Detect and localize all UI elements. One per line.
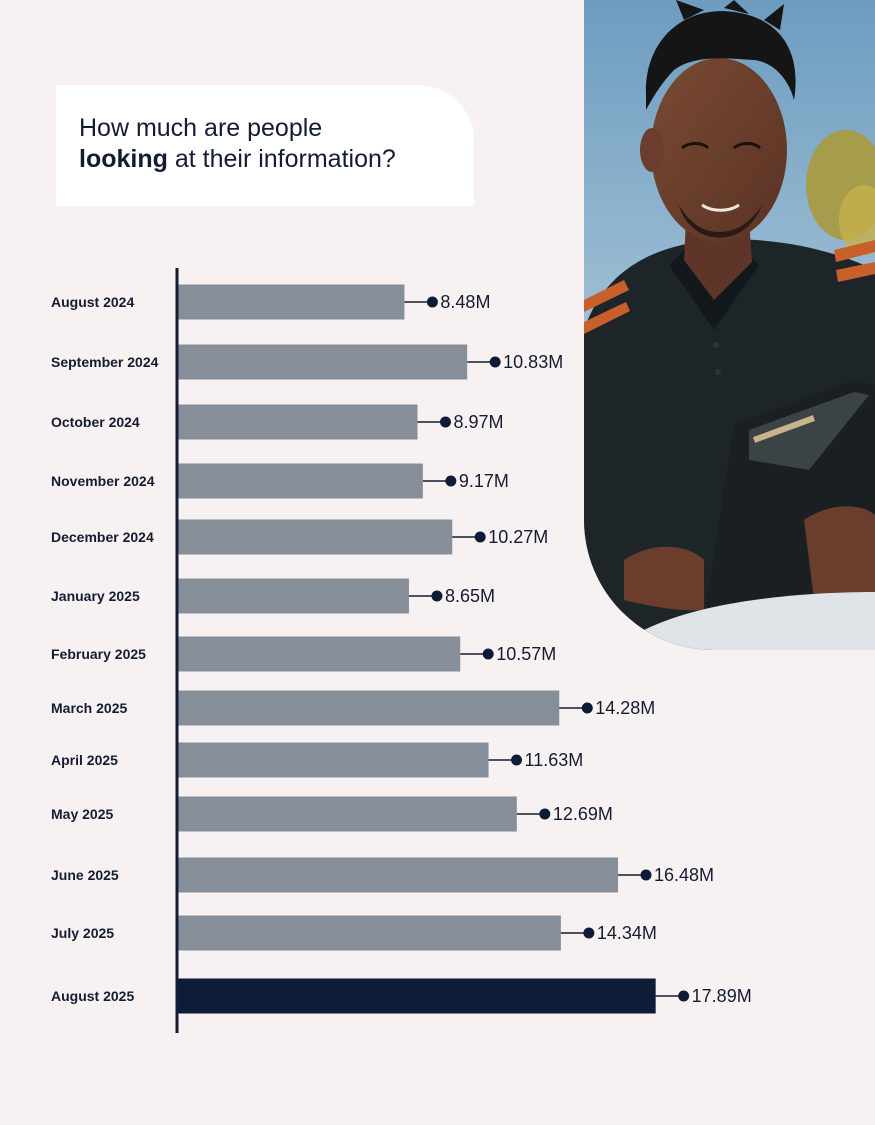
title-card: How much are people looking at their inf…	[56, 85, 474, 206]
category-label: April 2025	[51, 752, 118, 768]
category-label: January 2025	[51, 588, 140, 604]
value-labels: 8.48M 10.83M 8.97M 9.17M 10.27M 8.65M 10.57M 14…	[440, 292, 751, 1006]
bar	[178, 690, 560, 726]
category-label: July 2025	[51, 925, 114, 941]
category-label: October 2024	[51, 414, 140, 430]
value-dot	[640, 869, 652, 881]
bar	[178, 636, 461, 672]
value-label: 8.48M	[440, 292, 490, 312]
category-labels: August 2024 September 2024 October 2024 Nov…	[51, 294, 159, 1004]
bar	[178, 404, 418, 440]
photo-man-with-tablet	[584, 0, 875, 650]
category-label: March 2025	[51, 700, 127, 716]
category-label: August 2024	[51, 294, 134, 310]
value-dot	[678, 990, 690, 1002]
value-dot	[474, 531, 486, 543]
bars	[178, 284, 656, 1014]
value-dot	[511, 754, 523, 766]
bar	[178, 344, 468, 380]
value-dot	[431, 590, 443, 602]
title-line-1: How much are people	[79, 114, 323, 142]
bar	[178, 519, 453, 555]
value-label: 17.89M	[692, 986, 752, 1006]
value-dot	[445, 475, 457, 487]
category-label: June 2025	[51, 867, 119, 883]
category-label: August 2025	[51, 988, 134, 1004]
bar	[178, 742, 489, 778]
value-dot	[426, 296, 438, 308]
bar	[178, 915, 561, 951]
value-dot	[439, 416, 451, 428]
value-dot	[489, 356, 501, 368]
title-line-2: looking at their information?	[79, 144, 474, 175]
value-label: 9.17M	[459, 471, 509, 491]
bar	[178, 857, 619, 893]
value-dot	[539, 808, 551, 820]
value-dot	[583, 927, 595, 939]
value-label: 16.48M	[654, 865, 714, 885]
bar-highlight	[178, 978, 656, 1014]
category-label: November 2024	[51, 473, 155, 489]
value-label: 8.97M	[453, 412, 503, 432]
value-label: 10.83M	[503, 352, 563, 372]
value-label: 12.69M	[553, 804, 613, 824]
title-bold-word: looking	[79, 145, 168, 173]
value-label: 8.65M	[445, 586, 495, 606]
category-label: September 2024	[51, 354, 159, 370]
bar	[178, 796, 517, 832]
value-label: 10.57M	[496, 644, 556, 664]
value-label: 11.63M	[525, 750, 584, 770]
value-dot	[482, 648, 494, 660]
value-dot	[581, 702, 593, 714]
value-label: 14.34M	[597, 923, 657, 943]
category-label: May 2025	[51, 806, 113, 822]
value-label: 10.27M	[488, 527, 548, 547]
bar	[178, 578, 409, 614]
bar	[178, 284, 405, 320]
title-rest: at their information?	[167, 145, 396, 173]
category-label: December 2024	[51, 529, 154, 545]
photo-illustration	[584, 0, 875, 650]
category-label: February 2025	[51, 646, 146, 662]
bar	[178, 463, 423, 499]
value-label: 14.28M	[595, 698, 655, 718]
value-markers	[404, 296, 690, 1002]
